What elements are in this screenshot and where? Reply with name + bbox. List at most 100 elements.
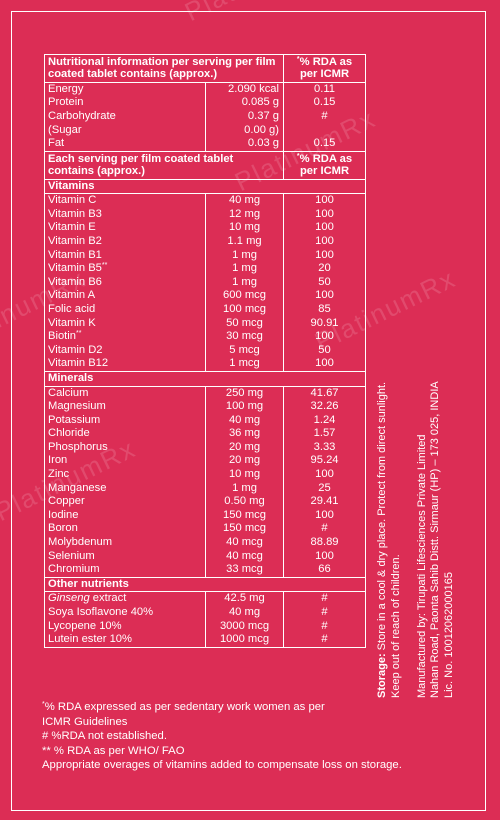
nutrient-rda: 100 (283, 193, 367, 208)
nutrition-table: Nutritional information per serving per … (43, 54, 367, 648)
nutrient-name: Potassium (44, 413, 206, 428)
nutrient-rda: # (283, 633, 367, 648)
table-row: Molybdenum 40 mcg 88.89 (44, 536, 367, 550)
nutrient-amount: 20 mg (204, 454, 285, 469)
table-row: Potassium 40 mg 1.24 (44, 413, 367, 428)
nutrient-rda: 100 (283, 357, 367, 372)
nutrient-rda: # (283, 522, 367, 537)
nutrient-amount: 2.090 kcal (204, 82, 284, 97)
table-row: Lycopene 10% 3000 mcg # (44, 619, 367, 634)
nutrient-rda: 66 (283, 563, 367, 578)
nutrient-amount: 0.50 mg (204, 495, 285, 509)
section-label: Minerals (43, 371, 367, 387)
nutrient-name: Soya Isoflavone 40% (44, 606, 206, 620)
table-row: Zinc 10 mg 100 (44, 468, 367, 482)
section-vitamins: Vitamins (43, 179, 367, 195)
nutrient-amount: 600 mcg (204, 289, 285, 303)
nutrient-name: Phosphorus (44, 440, 206, 455)
nutrient-rda: 0.11 (283, 82, 367, 97)
nutrient-rda: 32.26 (283, 400, 367, 414)
section-label: Other nutrients (43, 577, 367, 593)
table-row: Protein 0.085 g 0.15 (44, 96, 367, 110)
nutrient-amount: 1 mg (204, 248, 285, 263)
nutrient-amount: 5 mcg (204, 343, 285, 358)
nutrient-amount: 50 mcg (204, 316, 285, 331)
nutrient-name: Boron (44, 522, 206, 537)
nutrient-amount: 0.03 g (204, 137, 284, 152)
nutrient-name: Chloride (44, 427, 206, 441)
nutrient-rda: 0.15 (283, 96, 367, 110)
table-row: Boron 150 mcg # (44, 522, 367, 537)
nutrient-name: Zinc (44, 468, 206, 482)
nutrient-name: Chromium (44, 563, 206, 578)
nutrient-amount: 1 mcg (204, 357, 285, 372)
nutrient-amount: 30 mcg (204, 330, 285, 344)
nutrient-rda: 3.33 (283, 440, 367, 455)
nutrient-rda: 100 (283, 248, 367, 263)
header-left: Nutritional information per serving per … (43, 54, 285, 83)
header-right: *% RDA as per ICMR (283, 151, 367, 180)
table-row: Vitamin B6 1 mg 50 (44, 275, 367, 290)
nutrient-name: Iodine (44, 508, 206, 523)
table-row: Folic acid 100 mcg 85 (44, 302, 367, 317)
table-row: Energy 2.090 kcal 0.11 (44, 82, 367, 97)
label-border (11, 11, 486, 811)
table-row: Vitamin K 50 mcg 90.91 (44, 316, 367, 331)
nutrient-name: (Sugar (44, 123, 206, 138)
nutrient-name: Carbohydrate (44, 110, 206, 124)
nutrient-rda: 100 (283, 221, 367, 235)
nutrient-amount: 40 mcg (204, 536, 285, 550)
nutrient-rda: 1.57 (283, 427, 367, 441)
table-row: Chloride 36 mg 1.57 (44, 427, 367, 441)
nutrient-amount: 40 mg (204, 413, 285, 428)
footnote-who: ** % RDA as per WHO/ FAO (42, 744, 185, 757)
nutrient-name: Vitamin B1 (44, 248, 206, 263)
nutrient-rda: 100 (283, 330, 367, 344)
nutrient-amount: 20 mg (204, 440, 285, 455)
nutrient-rda: 85 (283, 302, 367, 317)
nutrient-amount: 40 mg (204, 193, 285, 208)
table-row: Vitamin B5** 1 mg 20 (44, 262, 367, 276)
table-row: Chromium 33 mcg 66 (44, 563, 367, 578)
nutrient-name: Selenium (44, 549, 206, 564)
section-other-nutrients: Other nutrients (43, 577, 367, 593)
table-row: Copper 0.50 mg 29.41 (44, 495, 367, 509)
nutrient-rda: # (283, 606, 367, 620)
nutrient-rda: 100 (283, 549, 367, 564)
footnote-rda-cont: ICMR Guidelines (42, 715, 128, 728)
nutrient-rda: 95.24 (283, 454, 367, 469)
table-row: Vitamin B2 1.1 mg 100 (44, 234, 367, 249)
nutrient-name: Magnesium (44, 400, 206, 414)
nutrient-amount: 12 mg (204, 207, 285, 222)
nutrient-name: Vitamin K (44, 316, 206, 331)
footnote-hash: # %RDA not established. (42, 730, 167, 743)
nutrient-rda: # (283, 619, 367, 634)
nutrient-rda: # (283, 591, 367, 606)
table-header: Nutritional information per serving per … (43, 54, 367, 83)
nutrient-amount: 33 mcg (204, 563, 285, 578)
storage-text: Storage: Store in a cool & dry place. Pr… (376, 381, 388, 698)
manufacturer-name: Manufactured by: Tirupati Lifesciences P… (415, 434, 428, 698)
nutrient-rda: 50 (283, 343, 367, 358)
nutrient-rda: 100 (283, 234, 367, 249)
table-row: Biotin** 30 mcg 100 (44, 330, 367, 344)
nutrient-amount: 40 mg (204, 606, 285, 620)
nutrient-name: Biotin** (44, 330, 206, 344)
table-row: Iodine 150 mcg 100 (44, 508, 367, 523)
footnotes: *% RDA expressed as per sedentary work w… (42, 700, 452, 773)
nutrient-name: Energy (44, 82, 206, 97)
table-row: Vitamin B3 12 mg 100 (44, 207, 367, 222)
nutrient-name: Manganese (44, 481, 206, 496)
nutrient-name: Vitamin E (44, 221, 206, 235)
table-row: Vitamin E 10 mg 100 (44, 221, 367, 235)
nutrient-name: Vitamin B6 (44, 275, 206, 290)
nutrient-name: Lutein ester 10% (44, 633, 206, 648)
footnote-rda: *% RDA expressed as per sedentary work w… (42, 701, 325, 713)
nutrient-rda: 90.91 (283, 316, 367, 331)
nutrient-amount: 10 mg (204, 221, 285, 235)
nutrient-amount: 250 mg (204, 386, 285, 401)
section-label: Vitamins (43, 179, 367, 195)
nutrient-rda: 20 (283, 262, 367, 276)
nutrient-name: Copper (44, 495, 206, 509)
table-row: Fat 0.03 g 0.15 (44, 137, 367, 152)
